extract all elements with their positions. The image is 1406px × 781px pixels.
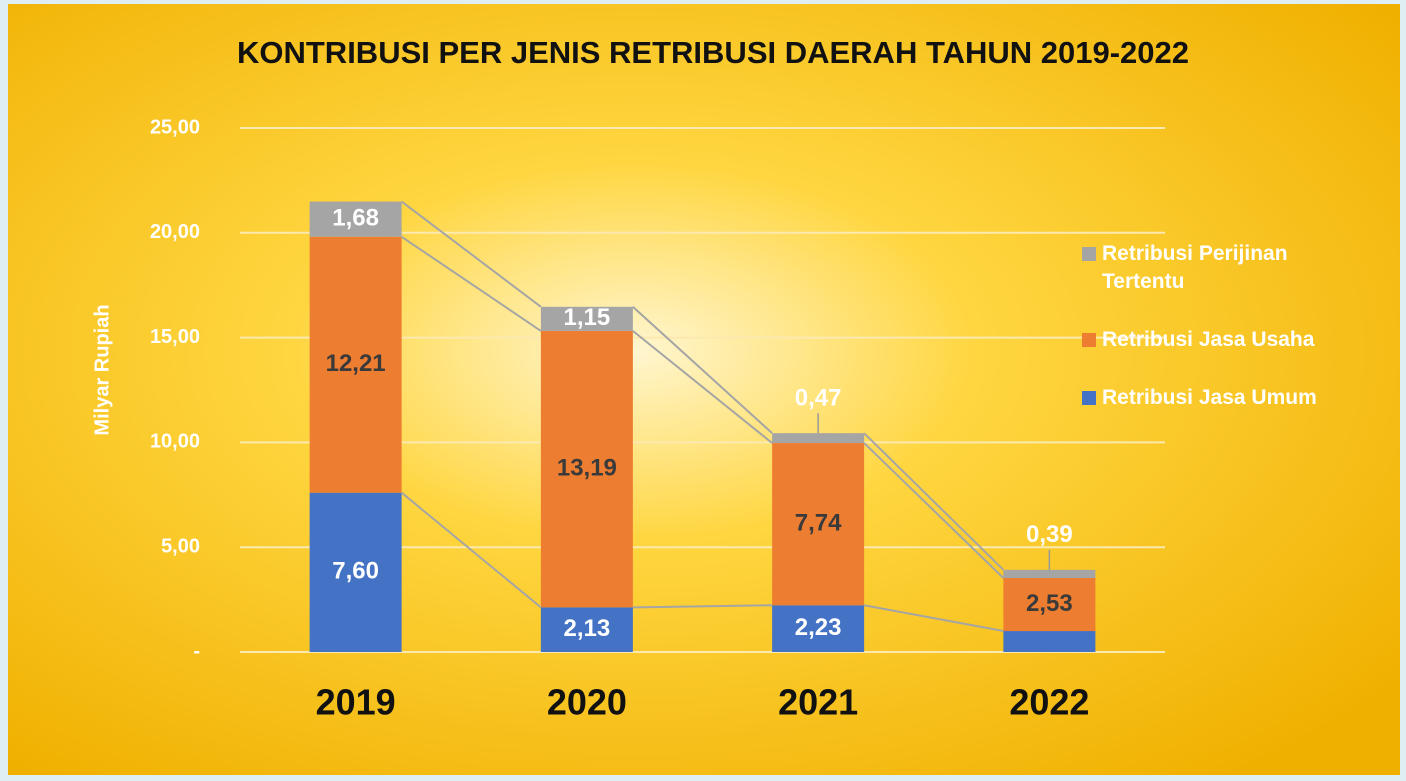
series-line bbox=[632, 604, 773, 609]
chart-title: KONTRIBUSI PER JENIS RETRIBUSI DAERAH TA… bbox=[237, 35, 1189, 70]
bar-segment bbox=[540, 306, 633, 331]
series-line bbox=[632, 330, 773, 444]
legend-item: Retribusi Perijinan Tertentu bbox=[1082, 240, 1352, 296]
bar-segment bbox=[1003, 631, 1096, 652]
data-label: 1,15 bbox=[564, 304, 611, 331]
legend-label: Retribusi Perijinan Tertentu bbox=[1102, 242, 1288, 293]
series-line bbox=[632, 306, 773, 434]
data-label: 0,39 bbox=[1026, 521, 1073, 548]
data-label: 7,74 bbox=[795, 509, 842, 536]
legend-item: Retribusi Jasa Usaha bbox=[1082, 326, 1352, 354]
y-axis-label: Milyar Rupiah bbox=[91, 304, 113, 435]
y-tick-label: - bbox=[193, 640, 200, 662]
bar-segment bbox=[309, 492, 402, 652]
y-tick-label: 10,00 bbox=[150, 431, 200, 453]
data-label: 7,60 bbox=[332, 558, 379, 585]
legend-label: Retribusi Jasa Umum bbox=[1102, 386, 1317, 409]
series-line bbox=[863, 432, 1005, 571]
bar-segment bbox=[540, 330, 633, 608]
data-label: 13,19 bbox=[557, 454, 617, 481]
bar-segment bbox=[540, 607, 633, 652]
bar-segment bbox=[772, 443, 865, 606]
series-line bbox=[863, 442, 1005, 579]
series-line bbox=[400, 491, 542, 609]
data-label: 12,21 bbox=[326, 350, 386, 377]
legend-item: Retribusi Jasa Umum bbox=[1082, 384, 1352, 412]
data-label: 2,53 bbox=[1026, 590, 1073, 617]
y-tick-label: 20,00 bbox=[150, 221, 200, 243]
legend-label: Retribusi Jasa Usaha bbox=[1102, 328, 1315, 351]
x-tick-label: 2021 bbox=[778, 682, 858, 723]
y-tick-label: 15,00 bbox=[150, 326, 200, 348]
bar-segment bbox=[309, 236, 402, 493]
legend-swatch bbox=[1082, 333, 1096, 347]
bar-segment bbox=[1003, 578, 1096, 632]
x-tick-label: 2019 bbox=[316, 682, 396, 723]
y-tick-label: 5,00 bbox=[161, 535, 200, 557]
chart-background bbox=[8, 4, 1400, 775]
bar-segment bbox=[772, 433, 865, 444]
legend-swatch bbox=[1082, 391, 1096, 405]
y-tick-label: 25,00 bbox=[150, 116, 200, 138]
bar-segment bbox=[1003, 569, 1096, 579]
data-label: 1,68 bbox=[332, 205, 379, 232]
x-tick-label: 2022 bbox=[1009, 682, 1089, 723]
bar-segment bbox=[309, 201, 402, 237]
data-label: 0,47 bbox=[795, 385, 842, 412]
series-line bbox=[401, 235, 542, 332]
legend-swatch bbox=[1082, 247, 1096, 261]
data-label: 2,23 bbox=[795, 614, 842, 641]
series-line bbox=[863, 604, 1004, 633]
series-line bbox=[401, 200, 542, 308]
legend: Retribusi Perijinan Tertentu Retribusi Ja… bbox=[1082, 240, 1352, 442]
data-label: 2,13 bbox=[564, 615, 611, 642]
x-tick-label: 2020 bbox=[547, 682, 627, 723]
bar-segment bbox=[772, 605, 865, 652]
